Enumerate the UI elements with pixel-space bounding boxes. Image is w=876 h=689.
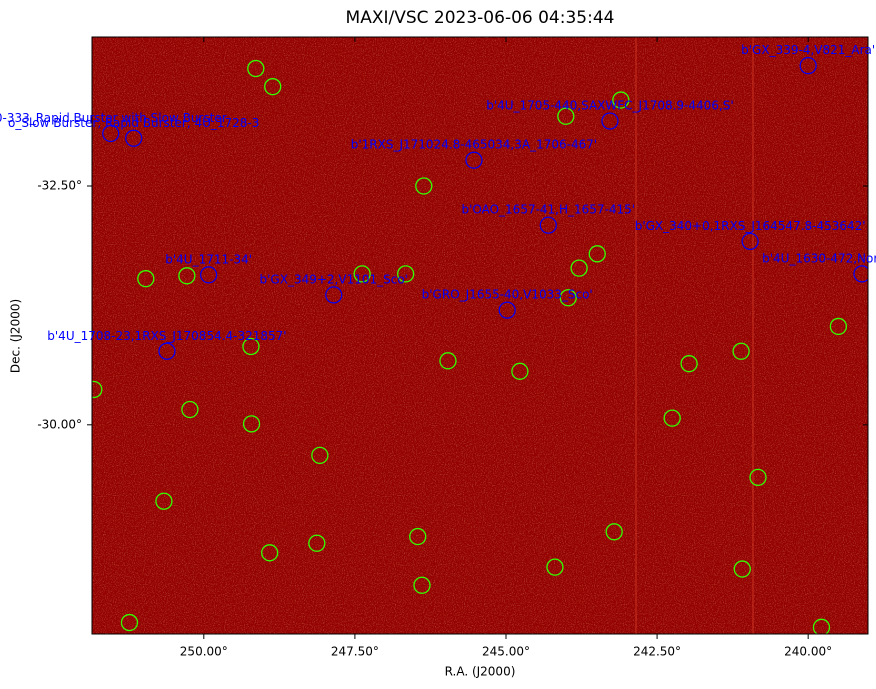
- catalog-label: b'4U_1630-472,Nor_X-1,GX_337-': [762, 251, 876, 265]
- detection-circle: [397, 265, 415, 283]
- catalog-label: b'4U_1711-34': [165, 252, 252, 266]
- detection-circle: [605, 523, 623, 541]
- catalog-circle: [853, 265, 868, 283]
- catalog-label: b'GX_340+0,1RXS_J164547.8-453642': [635, 219, 866, 233]
- detection-circle: [546, 558, 564, 576]
- x-tick-label: 240.00°: [784, 645, 832, 659]
- detection-circle: [261, 544, 279, 562]
- image-noise: [92, 37, 868, 634]
- x-tick-label: 250.00°: [180, 645, 228, 659]
- detection-circle: [308, 534, 326, 552]
- x-tick-label: 247.50°: [331, 645, 379, 659]
- detection-circle: [264, 78, 282, 96]
- detection-circle: [812, 618, 831, 634]
- catalog-circle: [200, 266, 218, 284]
- catalog-circle: [799, 57, 817, 75]
- detection-circle: [559, 289, 577, 307]
- detection-circle: [612, 91, 630, 109]
- catalog-circle: [325, 286, 343, 304]
- detection-circle: [247, 59, 265, 78]
- detection-circle: [242, 415, 261, 433]
- catalog-circle: [125, 129, 143, 147]
- detection-circle: [92, 380, 103, 399]
- catalog-circle: [498, 301, 516, 319]
- catalog-label: b'4U_1705-440,SAXWFC_J1708.9-4406,S': [486, 99, 733, 113]
- catalog-label: o_Slow Burster, Rapid Burster, 4U_1728-3: [8, 116, 259, 130]
- y-tick-label: -32.50°: [37, 179, 82, 193]
- detection-circle: [413, 576, 431, 594]
- detection-circle: [120, 613, 139, 632]
- catalog-label: b'GX_349+2,V1101_Sco': [260, 272, 408, 286]
- detection-circle: [570, 259, 588, 277]
- detection-circle: [439, 352, 457, 370]
- detection-circle: [511, 362, 529, 380]
- detection-circle: [749, 468, 767, 486]
- detection-circle: [178, 267, 196, 285]
- catalog-label: b'GRO_J1655-40,V1033_Sco': [422, 288, 593, 302]
- detection-circle: [663, 409, 681, 427]
- catalog-circle: [539, 216, 557, 234]
- detection-circle: [409, 527, 427, 546]
- detection-circle: [242, 337, 260, 356]
- catalog-label: b'1RXS_J171024.8-465034,3A_1706-467': [351, 138, 597, 152]
- catalog-circle: [741, 232, 759, 251]
- detection-circle: [680, 355, 698, 373]
- x-tick-label: 242.50°: [633, 645, 681, 659]
- detection-circle: [181, 400, 199, 419]
- detection-circle: [155, 492, 173, 510]
- detection-circle: [557, 107, 575, 125]
- detection-circle: [733, 560, 751, 578]
- catalog-label: b'GX_339-4,V821_Ara': [741, 43, 875, 57]
- detection-circle: [415, 177, 433, 195]
- x-axis-label: R.A. (J2000): [445, 665, 516, 679]
- catalog-circle: [601, 112, 619, 130]
- catalog-label: b'OAO_1657-41,H_1657-415': [461, 203, 635, 217]
- plot-area: [92, 57, 868, 634]
- y-axis-label: Dec. (J2000): [9, 299, 23, 373]
- catalog-label: b'4U_1708-23,1RXS_J170854.4-321857': [47, 329, 286, 343]
- catalog-circle: [102, 124, 120, 143]
- catalog-circle: [158, 342, 176, 360]
- catalog-circle: [465, 151, 483, 169]
- plot-frame: [91, 36, 869, 635]
- detection-circle: [829, 317, 848, 336]
- y-tick-label: -30.00°: [37, 417, 82, 431]
- chart-title: MAXI/VSC 2023-06-06 04:35:44: [346, 8, 615, 28]
- detection-circle: [732, 342, 750, 360]
- detection-circle: [137, 270, 155, 288]
- detection-circle: [311, 446, 329, 465]
- catalog-label: 0-333_Rapid Burster with Slow Burster: [0, 111, 227, 125]
- detection-circle: [353, 265, 371, 283]
- detection-circle: [588, 245, 606, 263]
- x-tick-label: 245.00°: [482, 645, 530, 659]
